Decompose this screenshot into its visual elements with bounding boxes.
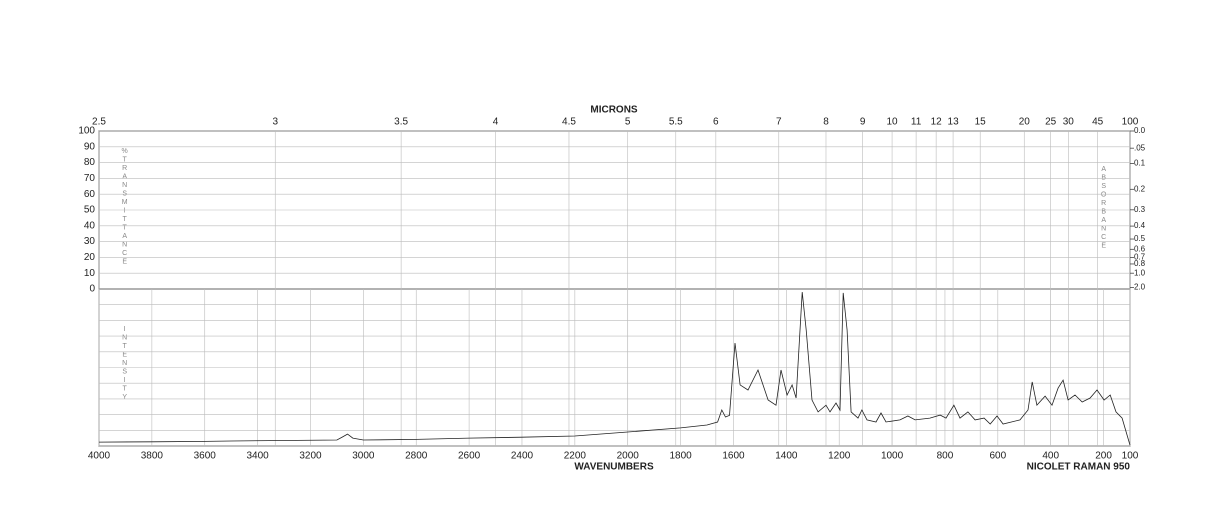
absorbance-tick-label: 2.0 bbox=[1134, 283, 1146, 292]
x-tick-label: 2800 bbox=[405, 451, 428, 462]
absorbance-label: ABSORBANCE bbox=[1100, 166, 1107, 251]
absorbance-tick-label: 1.0 bbox=[1134, 268, 1146, 277]
micron-tick-label: 12 bbox=[931, 117, 943, 128]
x-tick-label: 4000 bbox=[88, 451, 111, 462]
micron-tick-label: 4.5 bbox=[562, 117, 576, 128]
y-tick-label: 0 bbox=[89, 284, 95, 295]
x-tick-label: 1000 bbox=[881, 451, 904, 462]
micron-tick-label: 5.5 bbox=[669, 117, 683, 128]
absorbance-tick-label: 0.3 bbox=[1134, 205, 1146, 214]
x-tick-label: 1200 bbox=[828, 451, 851, 462]
x-tick-label: 3600 bbox=[194, 451, 217, 462]
micron-tick-label: 15 bbox=[975, 117, 987, 128]
y-tick-label: 20 bbox=[84, 252, 96, 263]
x-tick-label: 3200 bbox=[299, 451, 322, 462]
micron-tick-label: 3 bbox=[272, 117, 278, 128]
intensity-label: INTENSITY bbox=[121, 326, 128, 403]
micron-tick-label: 3.5 bbox=[394, 117, 408, 128]
absorbance-tick-label: 0.6 bbox=[1134, 244, 1146, 253]
micron-tick-label: 20 bbox=[1019, 117, 1031, 128]
absorbance-tick-label: 0.0 bbox=[1134, 126, 1146, 135]
micron-tick-label: 13 bbox=[948, 117, 960, 128]
y-tick-label: 100 bbox=[78, 126, 95, 137]
micron-tick-label: 2.5 bbox=[92, 117, 106, 128]
x-tick-label: 800 bbox=[937, 451, 954, 462]
micron-tick-label: 5 bbox=[625, 117, 631, 128]
x-tick-label: 1600 bbox=[722, 451, 745, 462]
micron-tick-label: 8 bbox=[823, 117, 829, 128]
micron-tick-label: 11 bbox=[911, 117, 922, 128]
y-tick-label: 60 bbox=[84, 189, 96, 200]
micron-tick-label: 7 bbox=[776, 117, 782, 128]
x-tick-label: 2200 bbox=[564, 451, 587, 462]
micron-tick-label: 100 bbox=[1122, 117, 1139, 128]
instrument-label: NICOLET RAMAN 950 bbox=[1027, 462, 1131, 473]
y-tick-label: 10 bbox=[84, 268, 96, 279]
absorbance-tick-label: 0.8 bbox=[1134, 259, 1146, 268]
top-axis-label: MICRONS bbox=[590, 105, 638, 116]
micron-tick-label: 25 bbox=[1045, 117, 1057, 128]
absorbance-tick-label: 0.1 bbox=[1134, 159, 1146, 168]
x-tick-label: 2000 bbox=[617, 451, 640, 462]
absorbance-tick-label: 0.4 bbox=[1134, 221, 1146, 230]
absorbance-tick-label: 0.2 bbox=[1134, 184, 1146, 193]
x-tick-label: 200 bbox=[1095, 451, 1112, 462]
micron-tick-label: 4 bbox=[493, 117, 499, 128]
transmittance-label: %TRANSMITTANCE bbox=[121, 148, 128, 267]
x-tick-label: 1400 bbox=[775, 451, 798, 462]
absorbance-tick-label: .05 bbox=[1134, 143, 1146, 152]
absorbance-tick-label: 0.5 bbox=[1134, 234, 1146, 243]
y-tick-label: 70 bbox=[84, 173, 96, 184]
y-tick-label: 30 bbox=[84, 236, 96, 247]
x-tick-label: 3000 bbox=[352, 451, 375, 462]
y-tick-label: 90 bbox=[84, 141, 96, 152]
absorbance-tick-label: 0.7 bbox=[1134, 253, 1146, 262]
x-axis-label: WAVENUMBERS bbox=[574, 462, 654, 473]
x-tick-label: 2400 bbox=[511, 451, 534, 462]
x-tick-label: 1800 bbox=[669, 451, 692, 462]
spectrum-line bbox=[98, 292, 1131, 446]
x-tick-label: 3400 bbox=[246, 451, 269, 462]
micron-tick-label: 9 bbox=[860, 117, 866, 128]
x-tick-label: 2600 bbox=[458, 451, 481, 462]
micron-tick-label: 10 bbox=[887, 117, 899, 128]
y-tick-label: 80 bbox=[84, 157, 96, 168]
y-tick-label: 50 bbox=[84, 205, 96, 216]
x-tick-label: 3800 bbox=[141, 451, 164, 462]
micron-tick-label: 30 bbox=[1063, 117, 1075, 128]
micron-tick-label: 45 bbox=[1092, 117, 1104, 128]
micron-tick-label: 6 bbox=[713, 117, 719, 128]
y-tick-label: 40 bbox=[84, 220, 96, 231]
x-tick-label: 100 bbox=[1122, 451, 1139, 462]
x-tick-label: 600 bbox=[989, 451, 1006, 462]
x-tick-label: 400 bbox=[1042, 451, 1059, 462]
